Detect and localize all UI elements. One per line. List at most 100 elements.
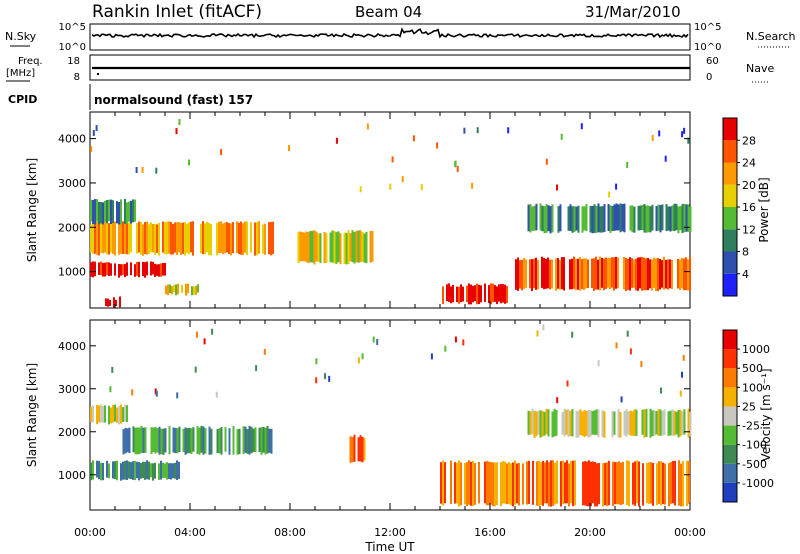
echo-cell xyxy=(357,230,360,263)
echo-cell xyxy=(557,258,559,289)
echo-cell xyxy=(594,462,596,507)
echo-cell xyxy=(521,260,523,291)
echo-cell xyxy=(240,221,242,255)
echo-cell xyxy=(102,406,104,423)
echo-cell xyxy=(529,411,532,435)
echo-cell xyxy=(633,206,636,233)
echo-cell xyxy=(92,261,94,278)
echo-cell xyxy=(506,463,508,505)
echo-cell xyxy=(541,205,544,232)
echo-cell xyxy=(148,461,150,480)
echo-cell xyxy=(586,461,588,507)
velocity-y-label: Slant Range [km] xyxy=(25,363,39,467)
echo-cell xyxy=(681,411,684,435)
echo-cell xyxy=(173,285,175,293)
echo-cell xyxy=(553,408,556,437)
echo-cell xyxy=(150,261,152,276)
echo-cell xyxy=(126,221,128,255)
echo-cell xyxy=(190,221,192,253)
echo-cell xyxy=(193,286,195,295)
echo-cell xyxy=(299,231,302,262)
echo-cell xyxy=(258,221,260,254)
echo-cell xyxy=(202,221,204,255)
echo-cell xyxy=(218,221,220,253)
echo-cell xyxy=(319,233,322,264)
echo-cell xyxy=(172,427,175,453)
colorbar-segment xyxy=(723,229,737,252)
echo-cell xyxy=(484,461,486,504)
echo-cell xyxy=(683,409,686,435)
echo-cell xyxy=(108,463,110,479)
colorbar-tick-label: -100 xyxy=(742,439,767,452)
echo-cell xyxy=(168,463,170,479)
echo-cell xyxy=(466,462,468,507)
echo-cell xyxy=(106,221,108,255)
echo-cell xyxy=(528,460,530,504)
echo-cell xyxy=(102,262,104,277)
echo-cell xyxy=(537,260,539,290)
echo-cell xyxy=(90,407,92,422)
echo-cell xyxy=(651,135,654,141)
echo-cell xyxy=(140,462,142,479)
echo-cell xyxy=(90,462,92,481)
echo-cell xyxy=(647,205,650,233)
echo-cell xyxy=(587,410,590,438)
echo-cell xyxy=(471,182,474,189)
echo-cell xyxy=(622,461,624,505)
echo-cell xyxy=(357,357,360,364)
echo-cell xyxy=(659,204,662,233)
echo-cell xyxy=(533,410,536,438)
echo-cell xyxy=(631,411,634,436)
echo-cell xyxy=(288,145,290,152)
power-y-label: Slant Range [km] xyxy=(25,158,39,262)
echo-cell xyxy=(518,463,520,506)
echo-cell xyxy=(195,285,197,295)
echo-cell xyxy=(611,205,614,231)
echo-cell xyxy=(430,353,433,360)
power-echo-data xyxy=(90,119,692,308)
echo-cell xyxy=(571,258,573,290)
echo-cell xyxy=(156,224,158,253)
echo-cell xyxy=(171,286,173,295)
echo-cell xyxy=(488,285,490,304)
echo-cell xyxy=(412,135,415,142)
echo-cell xyxy=(628,460,630,507)
echo-cell xyxy=(250,222,252,253)
echo-cell xyxy=(596,463,598,507)
echo-cell xyxy=(561,257,563,290)
echo-cell xyxy=(108,223,110,255)
echo-cell xyxy=(667,259,669,290)
echo-cell xyxy=(204,428,207,454)
colorbar-segment xyxy=(723,387,737,407)
echo-cell xyxy=(629,205,632,231)
echo-cell xyxy=(577,205,580,233)
echo-cell xyxy=(539,203,542,231)
echo-cell xyxy=(569,410,572,437)
echo-cell xyxy=(679,409,682,437)
echo-cell xyxy=(595,409,598,435)
echo-cell xyxy=(102,202,104,225)
echo-cell xyxy=(355,230,358,263)
echo-cell xyxy=(236,429,239,455)
echo-cell xyxy=(146,221,148,255)
echo-cell xyxy=(583,410,586,438)
echo-cell xyxy=(470,284,472,305)
echo-cell xyxy=(597,360,600,367)
echo-cell xyxy=(669,259,671,289)
echo-cell xyxy=(659,409,662,436)
echo-cell xyxy=(100,404,102,423)
echo-cell xyxy=(363,233,366,263)
echo-cell xyxy=(180,223,182,255)
echo-cell xyxy=(110,407,112,424)
echo-cell xyxy=(502,461,504,504)
echo-cell xyxy=(535,411,538,437)
echo-cell xyxy=(588,460,590,507)
echo-cell xyxy=(570,460,572,504)
echo-cell xyxy=(118,223,120,255)
echo-cell xyxy=(154,263,156,277)
echo-cell xyxy=(126,405,128,423)
echo-cell xyxy=(626,330,629,337)
echo-cell xyxy=(456,462,458,504)
echo-cell xyxy=(194,366,197,373)
echo-cell xyxy=(462,339,465,346)
